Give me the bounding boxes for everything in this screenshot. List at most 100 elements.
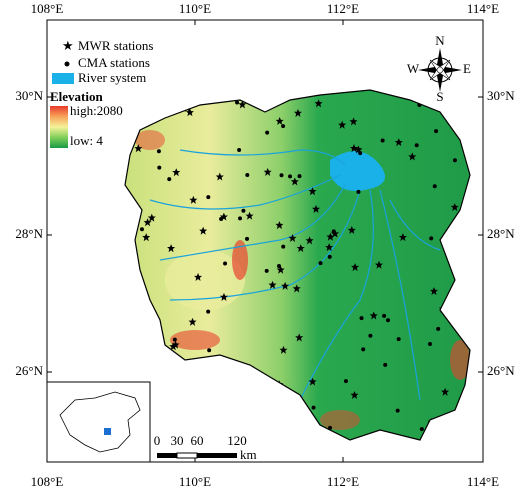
- mwr-station: [219, 292, 228, 301]
- inset-china: [59, 391, 141, 453]
- river: [149, 174, 341, 210]
- scale-label: 120: [227, 433, 247, 448]
- mwr-station: [263, 168, 272, 177]
- inset-map: [46, 381, 151, 463]
- mwr-station: [292, 284, 301, 293]
- compass-e: E: [463, 61, 471, 76]
- cma-station: [264, 268, 269, 273]
- cma-station: [436, 326, 441, 331]
- river: [169, 189, 361, 301]
- elevation-title: Elevation: [50, 89, 103, 104]
- cma-station: [206, 195, 211, 200]
- mwr-station: [194, 273, 203, 282]
- cma-station: [238, 216, 243, 221]
- scale-unit: km: [240, 447, 257, 462]
- lat-label: 26°N: [487, 363, 515, 378]
- mwr-station: [338, 120, 347, 129]
- cma-station: [318, 261, 323, 266]
- cma-station: [235, 100, 240, 105]
- mwr-station: [369, 311, 378, 320]
- cma-station: [281, 244, 286, 249]
- mwr-station: [314, 99, 323, 108]
- cma-station: [419, 427, 424, 432]
- compass-n: N: [435, 33, 445, 48]
- cma-station: [368, 333, 373, 338]
- cma-station: [432, 184, 437, 189]
- cma-station: [434, 129, 439, 134]
- mwr-station: [326, 232, 335, 241]
- mwr-station: [147, 213, 156, 222]
- legend-label: CMA stations: [78, 55, 150, 70]
- mwr-station: [189, 195, 198, 204]
- scale-label: 60: [191, 433, 204, 448]
- mwr-station: [450, 203, 459, 212]
- lat-label: 26°N: [15, 363, 43, 378]
- lon-label: 110°E: [179, 1, 211, 16]
- compass: [418, 48, 462, 92]
- mwr-station: [408, 152, 417, 161]
- mwr-station: [275, 221, 284, 230]
- mwr-station: [245, 211, 254, 220]
- cma-station: [245, 172, 250, 177]
- cma-station: [245, 236, 250, 241]
- compass-w: W: [407, 61, 420, 76]
- river: [389, 199, 441, 251]
- lon-label: 114°E: [467, 474, 499, 489]
- mwr-station: [295, 333, 304, 342]
- mwr-station: [305, 236, 314, 245]
- mwr-station: [268, 280, 277, 289]
- cma-station: [237, 147, 242, 152]
- mwr-station: [308, 187, 317, 196]
- cma-station: [265, 130, 270, 135]
- lat-label: 28°N: [15, 226, 43, 241]
- cma-station: [172, 337, 177, 342]
- lon-label: 112°E: [327, 1, 359, 16]
- elevation-high: high:2080: [70, 103, 123, 118]
- mwr-station: [169, 342, 178, 351]
- river: [379, 189, 421, 401]
- mwr-station: [296, 244, 305, 253]
- cma-station: [288, 174, 293, 179]
- lat-label: 30°N: [15, 88, 43, 103]
- inset-hunan: [104, 428, 111, 435]
- cma-station: [396, 337, 401, 342]
- river: [159, 184, 346, 261]
- cma-station: [139, 227, 144, 232]
- cma-station: [383, 362, 388, 367]
- cma-station: [223, 261, 228, 266]
- cma-station: [380, 138, 385, 143]
- mwr-station: [276, 265, 285, 274]
- cma-station: [356, 189, 361, 194]
- cma-station: [206, 309, 211, 314]
- elevation-ramp: [50, 106, 68, 148]
- mwr-station: [350, 144, 359, 153]
- mwr-station: [238, 100, 247, 109]
- lon-label: 108°E: [31, 474, 64, 489]
- mwr-station: [215, 172, 224, 181]
- cma-station: [277, 264, 282, 269]
- mwr-station: [279, 345, 288, 354]
- legend-star: ★: [62, 38, 74, 53]
- legend-dot: [64, 61, 70, 67]
- mwr-station: [171, 340, 180, 349]
- mwr-station: [325, 243, 334, 252]
- cma-station: [395, 408, 400, 413]
- legend-river: [52, 73, 74, 84]
- mwr-station: [143, 218, 152, 227]
- mwr-station: [290, 177, 299, 186]
- cma-station: [343, 379, 348, 384]
- mwr-station: [281, 281, 290, 290]
- cma-station: [328, 425, 333, 430]
- cma-station: [359, 316, 364, 321]
- cma-station: [428, 342, 433, 347]
- cma-station: [167, 177, 172, 182]
- scale-bar: [157, 452, 237, 459]
- scale-label: 0: [154, 433, 161, 448]
- mwr-station: [311, 204, 320, 213]
- cma-station: [386, 318, 391, 323]
- cma-station: [429, 236, 434, 241]
- mwr-station: [347, 226, 356, 235]
- mwr-station: [199, 226, 208, 235]
- cma-station: [311, 405, 316, 410]
- lon-label: 108°E: [31, 1, 64, 16]
